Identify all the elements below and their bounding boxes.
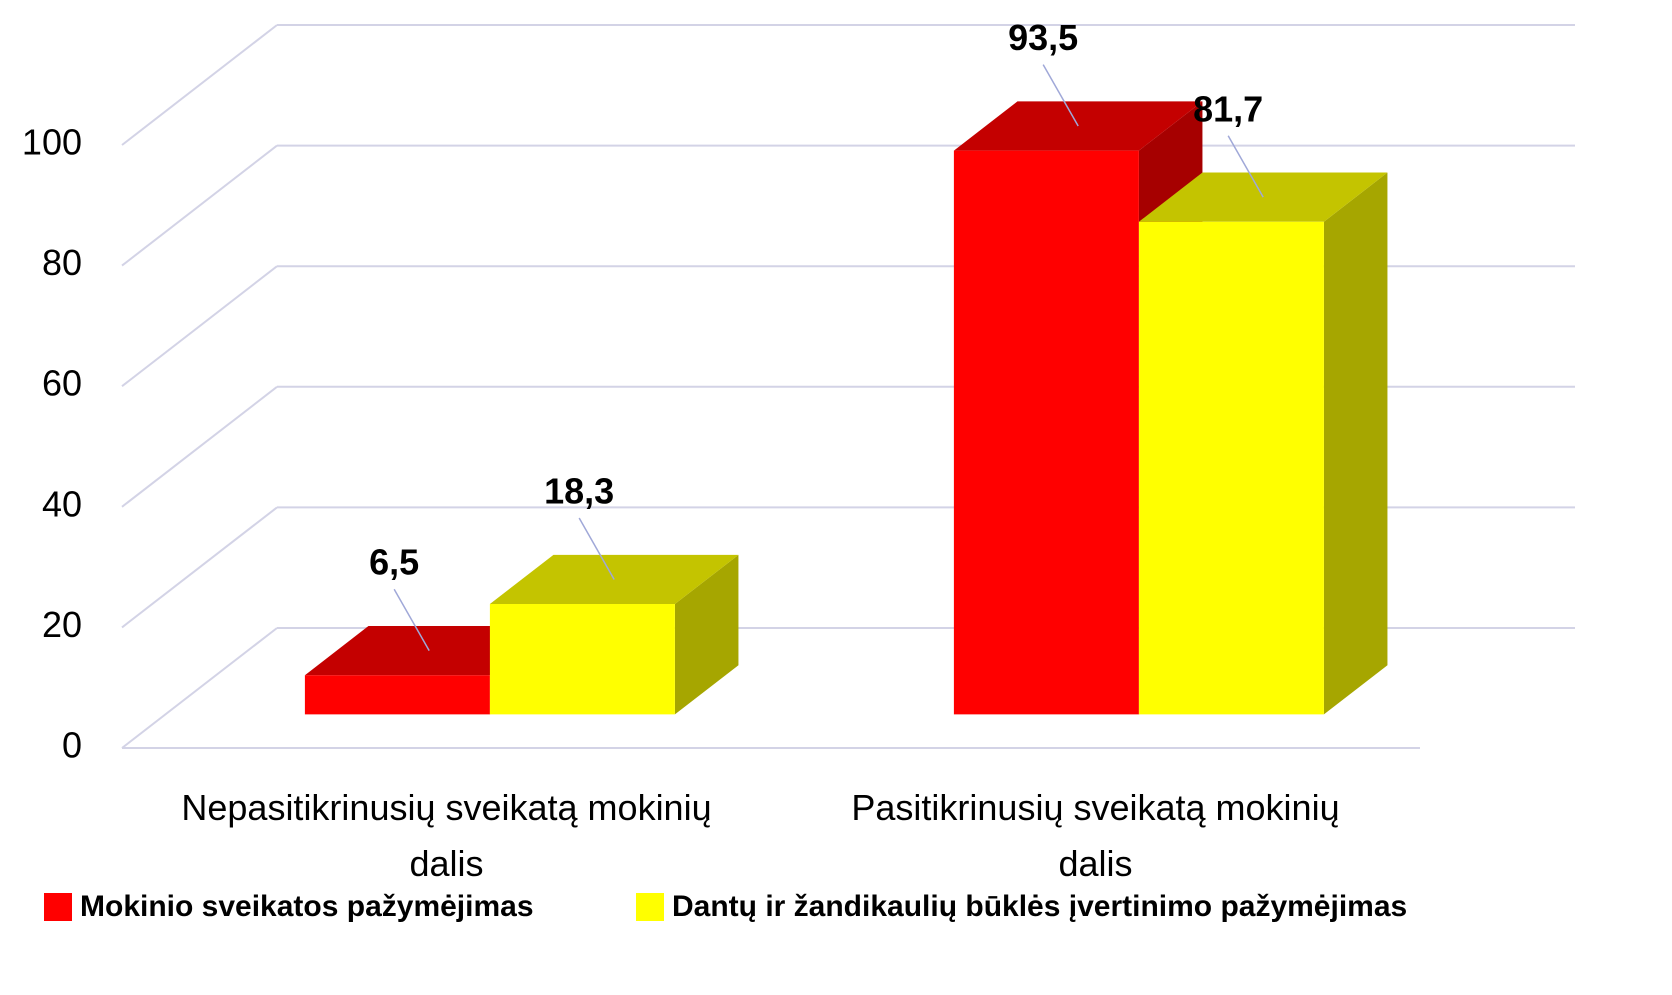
leader-line — [1042, 64, 1079, 127]
legend-swatch — [636, 893, 664, 921]
y-tick-label: 40 — [42, 483, 82, 524]
y-tick-label: 0 — [62, 725, 82, 766]
bar — [489, 604, 675, 715]
legend-item: Dantų ir žandikaulių būklės įvertinimo p… — [636, 890, 1407, 924]
legend-label: Dantų ir žandikaulių būklės įvertinimo p… — [672, 890, 1408, 923]
bar-side — [674, 554, 739, 715]
bar — [953, 150, 1139, 715]
bar — [304, 675, 490, 715]
bar — [1138, 221, 1324, 715]
legend-item: Mokinio sveikatos pažymėjimas — [44, 890, 534, 924]
legend-swatch — [44, 893, 72, 921]
grid-line — [121, 265, 278, 387]
x-tick-label: Pasitikrinusių sveikatą mokinių dalis — [851, 787, 1340, 884]
grid-line — [121, 144, 278, 267]
grid-line — [121, 506, 278, 629]
bar-top — [489, 554, 739, 605]
y-tick-label: 60 — [42, 363, 82, 404]
y-tick-label: 20 — [42, 604, 82, 645]
value-label: 93,5 — [1008, 17, 1078, 58]
grid-line — [121, 24, 278, 146]
bar-side — [1323, 172, 1388, 715]
grid-line — [121, 627, 278, 749]
value-label: 6,5 — [369, 542, 419, 583]
x-tick-label: Nepasitikrinusių sveikatą mokinių dalis — [181, 787, 712, 884]
y-tick-label: 100 — [22, 122, 82, 163]
leader-line — [1227, 135, 1264, 198]
leader-line — [393, 588, 430, 651]
leader-line — [578, 517, 615, 580]
grid-line — [121, 386, 278, 508]
legend-label: Mokinio sveikatos pažymėjimas — [80, 890, 534, 923]
value-label: 81,7 — [1193, 88, 1263, 129]
y-tick-label: 80 — [42, 242, 82, 283]
value-label: 18,3 — [544, 471, 614, 512]
